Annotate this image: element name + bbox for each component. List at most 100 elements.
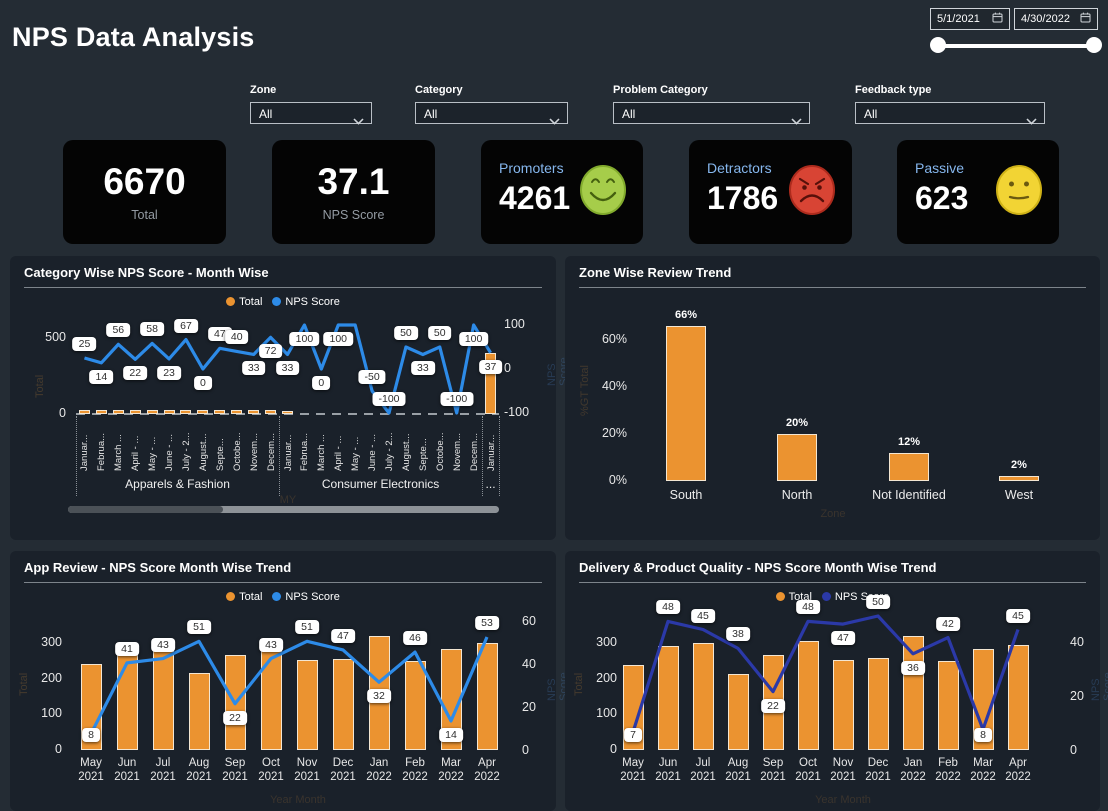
date-start-input[interactable]: 5/1/2021 [930, 8, 1010, 30]
total-bar[interactable] [260, 646, 282, 750]
total-bar[interactable] [265, 410, 277, 414]
total-bar[interactable] [867, 658, 889, 750]
right-axis-tick: 20 [522, 700, 536, 714]
total-bar[interactable] [152, 642, 174, 750]
legend-item-nps-score[interactable]: NPS Score [272, 296, 340, 308]
right-axis-tick: 100 [504, 317, 525, 331]
x-axis-month-label: Feb 2022 [402, 757, 428, 784]
data-label: 22 [223, 710, 247, 725]
total-bar[interactable] [692, 642, 714, 750]
filter-label-feedback-type: Feedback type [855, 84, 932, 96]
bar-value-label: 66% [674, 308, 698, 321]
x-axis-category-label: South [669, 488, 703, 502]
bar-value-label: 20% [785, 417, 809, 429]
total-bar[interactable] [78, 410, 90, 414]
chart-title: Delivery & Product Quality - NPS Score M… [579, 560, 937, 575]
title-underline [24, 287, 542, 288]
total-bar[interactable] [832, 660, 854, 750]
x-axis-month-label: Jan 2022 [900, 757, 926, 784]
data-label: -50 [358, 370, 386, 384]
x-axis-category-label: North [781, 488, 813, 502]
kpi-card-detractors: Detractors 1786 [689, 140, 852, 244]
total-bar[interactable] [797, 640, 819, 750]
total-bar[interactable] [180, 410, 192, 414]
data-label: 100 [458, 332, 489, 346]
legend-item-nps-score[interactable]: NPS Score [272, 591, 340, 603]
x-axis-month-label: Januar... [485, 434, 497, 471]
delivery-quality-chart: 300 200 100 0 40 20 0 7 48 45 38 22 48 47 50 36 42 8 45 May… [565, 551, 1108, 811]
x-axis-month-label: Jul 2021 [690, 757, 716, 784]
x-axis-month-label: Octobe... [231, 432, 243, 471]
feedback-type-dropdown[interactable]: All [855, 102, 1045, 125]
legend-item-total[interactable]: Total [226, 591, 262, 603]
x-axis-month-label: Februa... [299, 432, 311, 471]
x-axis-month-label: Jul 2021 [150, 757, 176, 784]
date-end-input[interactable]: 4/30/2022 [1014, 8, 1098, 30]
chart-title: Zone Wise Review Trend [579, 265, 732, 280]
total-bar[interactable] [146, 410, 158, 414]
zone-bar[interactable] [666, 325, 706, 481]
category-dropdown[interactable]: All [415, 102, 568, 125]
legend-item-total[interactable]: Total [775, 591, 812, 603]
data-label: 32 [367, 689, 391, 704]
total-bar[interactable] [95, 410, 107, 414]
x-axis-month-label: Mar 2022 [970, 757, 996, 784]
x-axis-group-label: Consumer Electronics [321, 477, 440, 491]
total-bar[interactable] [727, 674, 749, 750]
x-axis-month-label: Aug 2021 [725, 757, 751, 784]
total-bar[interactable] [332, 659, 354, 750]
total-bar[interactable] [1007, 645, 1029, 750]
x-axis-month-label: Dec 2021 [330, 757, 356, 784]
right-axis-tick: 0 [1070, 743, 1077, 757]
group-separator [279, 416, 281, 496]
date-range-slider-track[interactable] [938, 44, 1096, 48]
data-label: 45 [691, 608, 715, 623]
total-bar[interactable] [214, 410, 226, 414]
data-label: 56 [106, 323, 131, 338]
data-label: 51 [295, 620, 319, 635]
panel-category-nps: Category Wise NPS Score - Month Wise Tot… [10, 256, 570, 540]
total-bar[interactable] [902, 636, 924, 750]
data-label: 67 [174, 318, 198, 333]
total-bar[interactable] [657, 646, 679, 750]
zone-dropdown[interactable]: All [250, 102, 372, 125]
x-axis-month-label: Januar... [282, 434, 294, 471]
promoters-label: Promoters [499, 160, 564, 176]
chart-scrollbar-track[interactable] [68, 506, 499, 513]
left-axis-tick: 100 [596, 706, 617, 721]
total-bar[interactable] [937, 660, 959, 750]
total-bar[interactable] [282, 410, 293, 414]
zone-bar[interactable] [999, 476, 1039, 481]
zone-bar[interactable] [777, 434, 817, 481]
data-label: 50 [866, 595, 890, 609]
total-bar[interactable] [248, 410, 260, 414]
panel-zone-review: Zone Wise Review Trend 60% 40% 20% 0% 66% Sou… [565, 256, 1100, 540]
legend-item-total[interactable]: Total [226, 296, 262, 308]
total-bar[interactable] [116, 646, 138, 750]
total-bar[interactable] [224, 655, 246, 750]
total-bar[interactable] [112, 410, 124, 414]
data-label: 58 [140, 322, 164, 337]
chart-legend: Total NPS Score [10, 591, 556, 603]
chart-scrollbar-thumb[interactable] [68, 506, 223, 513]
legend-dot [272, 592, 282, 601]
date-range-slider-handle-end[interactable] [1086, 37, 1102, 53]
total-bar[interactable] [197, 410, 209, 414]
problem-category-dropdown[interactable]: All [613, 102, 810, 125]
x-axis-month-label: August... [400, 433, 412, 472]
zone-bar[interactable] [889, 452, 929, 481]
date-range-slider-handle-start[interactable] [930, 37, 946, 53]
total-bar[interactable] [476, 642, 498, 750]
x-axis-month-label: July - 2... [384, 432, 396, 471]
data-label: 33 [241, 361, 266, 376]
total-bar[interactable] [296, 660, 318, 750]
right-axis-tick: 20 [1070, 689, 1084, 703]
total-bar[interactable] [188, 673, 210, 750]
total-bar[interactable] [129, 410, 141, 414]
group-separator [499, 416, 500, 496]
total-bar[interactable] [404, 660, 426, 750]
total-bar[interactable] [231, 410, 243, 414]
x-axis-month-label: Apr 2022 [1005, 757, 1031, 784]
total-bar[interactable] [163, 410, 175, 414]
chart-title: App Review - NPS Score Month Wise Trend [24, 560, 292, 575]
